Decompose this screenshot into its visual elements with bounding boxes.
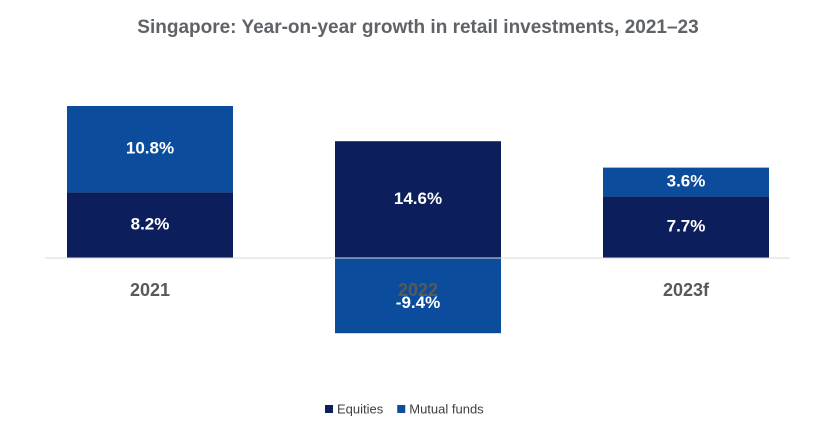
x-tick-label: 2021: [130, 280, 170, 300]
value-label: -9.4%: [396, 293, 440, 312]
bar-segment: [67, 192, 233, 258]
legend-label: Mutual funds: [409, 401, 484, 416]
value-label: 14.6%: [394, 189, 442, 208]
bar-segment: [603, 196, 769, 258]
x-tick-label: 2023f: [663, 280, 710, 300]
chart-title: Singapore: Year-on-year growth in retail…: [137, 17, 698, 38]
value-label: 10.8%: [126, 139, 174, 158]
bar-segment: [67, 106, 233, 193]
bar-segment: [335, 141, 501, 258]
bar-segment: [335, 258, 501, 334]
x-tick-label: 2022: [398, 280, 438, 300]
legend-swatch: [325, 405, 333, 413]
value-label: 3.6%: [667, 171, 706, 190]
legend-label: Equities: [337, 401, 384, 416]
legend-swatch: [397, 405, 406, 413]
bar-segment: [603, 167, 769, 197]
value-label: 7.7%: [667, 217, 706, 236]
value-label: 8.2%: [131, 215, 170, 234]
